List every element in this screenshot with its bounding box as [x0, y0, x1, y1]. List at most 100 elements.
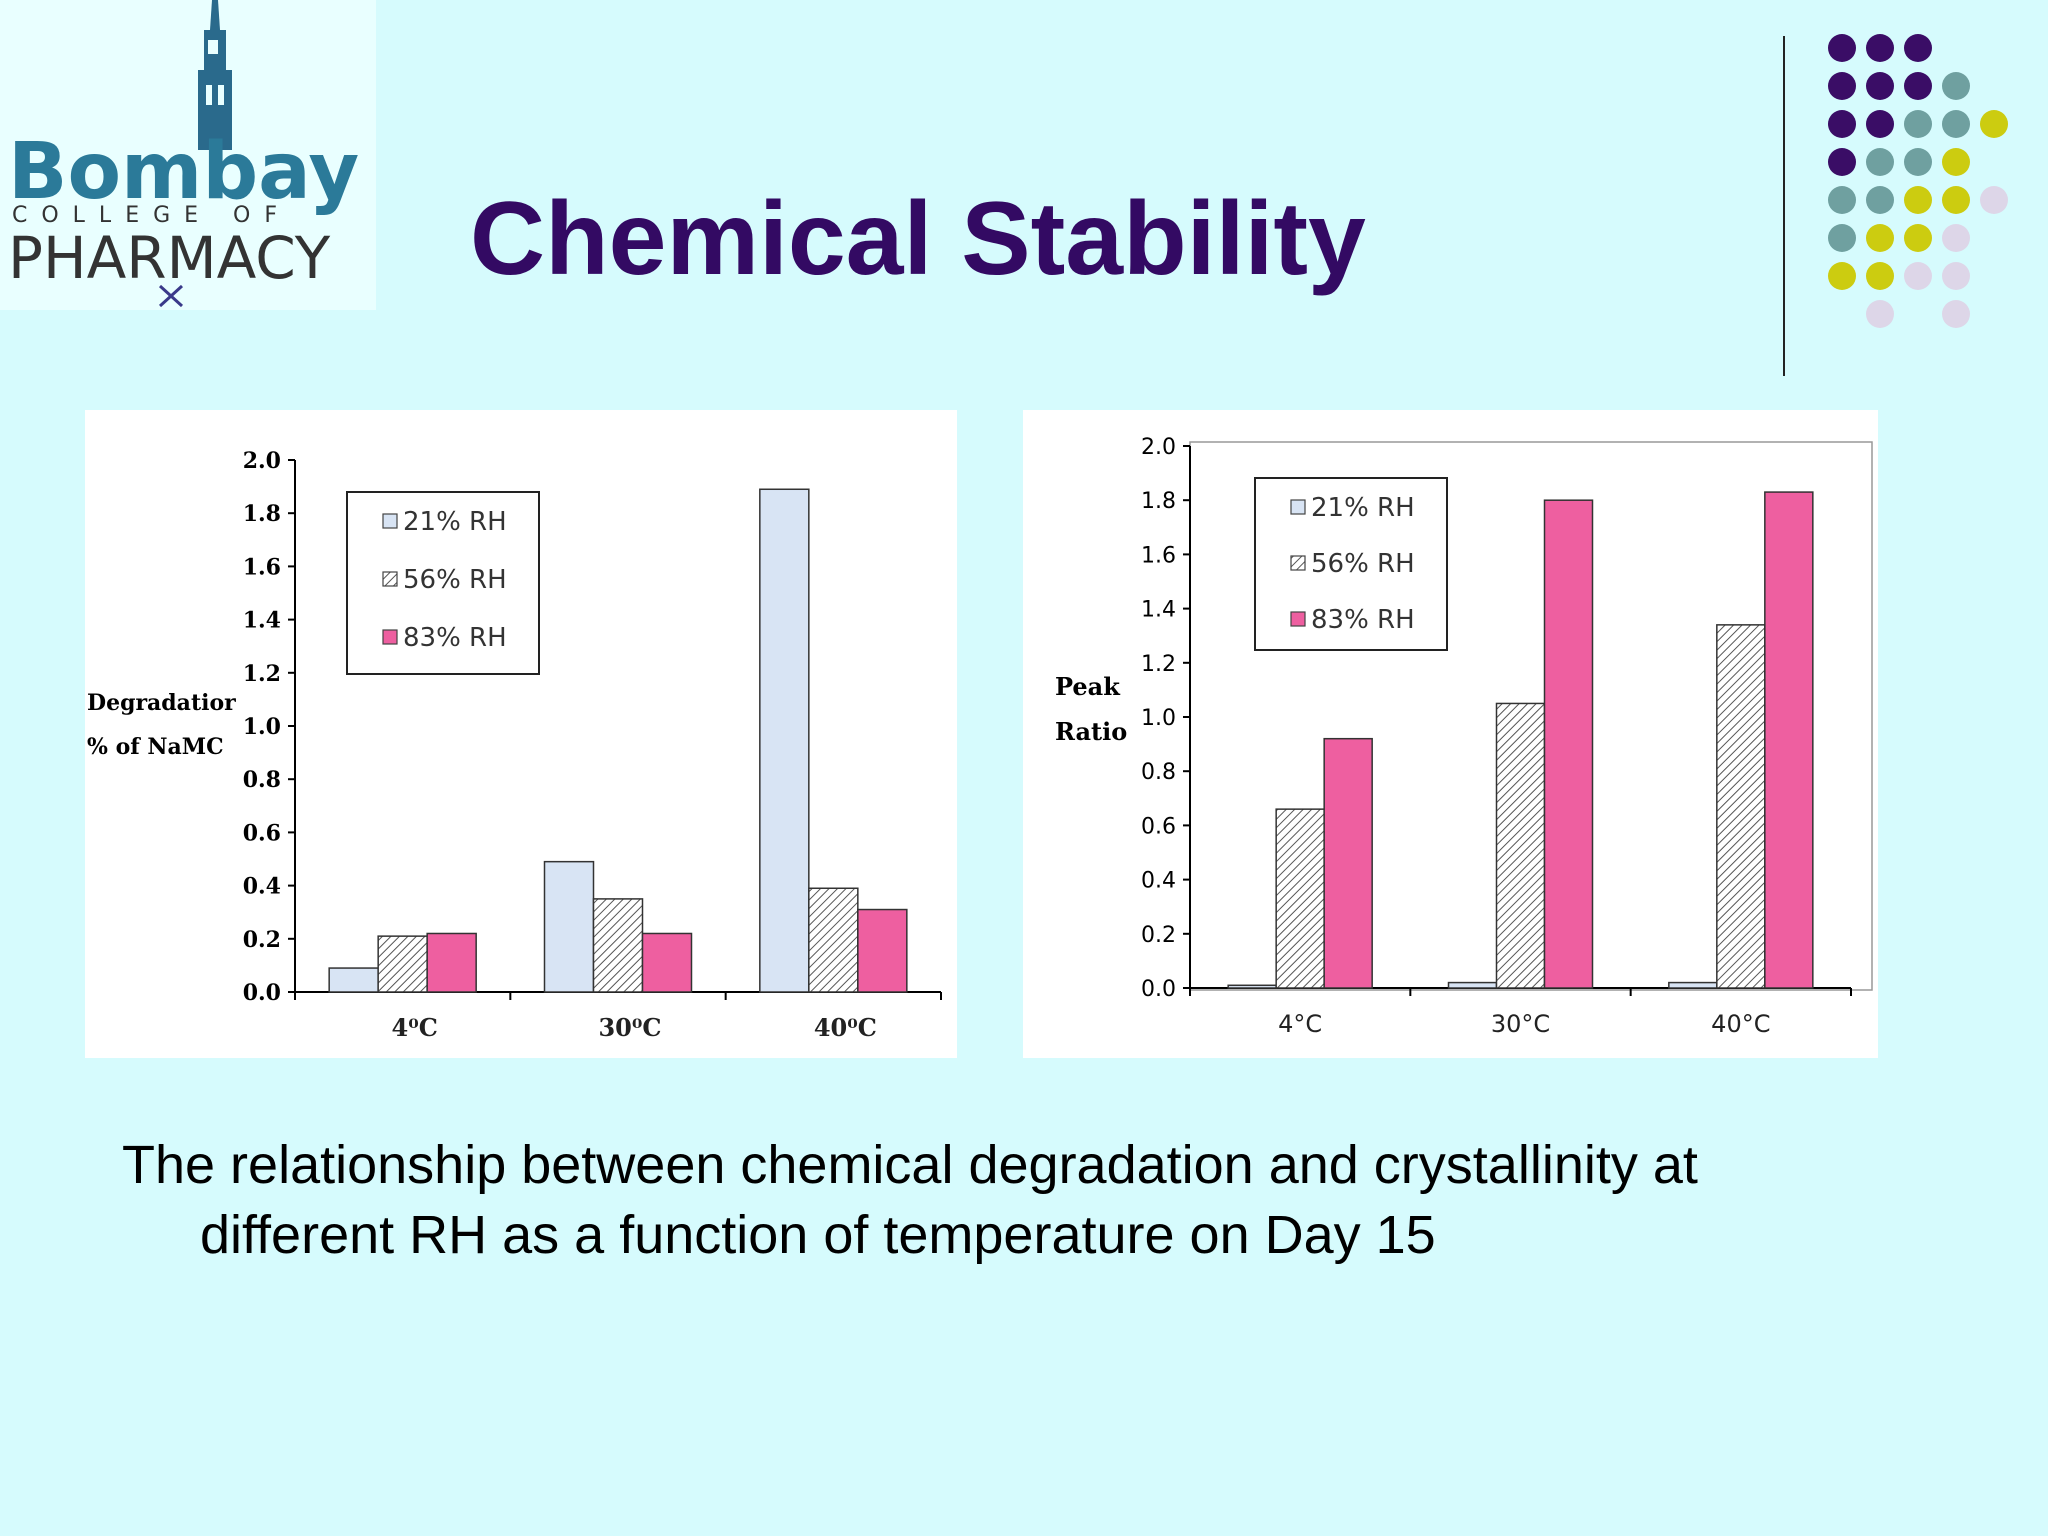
decorative-dot [1904, 34, 1932, 62]
caption-line-2: different RH as a function of temperatur… [200, 1205, 1436, 1265]
decorative-dot [1866, 186, 1894, 214]
decorative-dot [1904, 186, 1932, 214]
y-tick-label: 0.8 [243, 767, 281, 793]
y-tick-label: 0.4 [1141, 869, 1176, 894]
x-tick-label: 30°C [1491, 1010, 1550, 1038]
decorative-dot [1866, 72, 1894, 100]
legend-label: 56% RH [1311, 549, 1415, 579]
decorative-dot [1942, 224, 1970, 252]
legend-label: 83% RH [1311, 605, 1415, 635]
y-tick-label: 1.8 [243, 501, 281, 527]
y-tick-label: 1.6 [1141, 543, 1176, 568]
decorative-dot [1942, 300, 1970, 328]
decorative-dot [1866, 300, 1894, 328]
bar-rh21 [1227, 984, 1277, 989]
y-tick-label: 1.8 [1141, 489, 1176, 514]
y-tick-label: 1.0 [1141, 706, 1176, 731]
bar-rh21 [543, 860, 595, 993]
legend-swatch [382, 513, 398, 529]
peak-ratio-chart-panel: Peak Ratio 0.0 0.2 0.4 0.6 0.8 1.0 1.2 1.4 1.6 1.… [1023, 410, 1878, 1058]
bar-rh21 [1447, 981, 1498, 989]
degradation-chart: Degradatior % of NaMC 0.0 0.2 0.4 0.6 0.8 1.0… [87, 448, 942, 1042]
x-tick-label: 30⁰C [598, 1013, 661, 1042]
y-tick-label: 0.0 [1141, 977, 1176, 1002]
y-tick-label: 0.2 [243, 927, 281, 953]
y-tick-label: 0.4 [243, 874, 281, 900]
decorative-dot [1828, 186, 1856, 214]
bar-rh56 [1275, 808, 1325, 989]
y-tick-label: 1.0 [243, 714, 281, 740]
bar-rh21 [328, 967, 379, 993]
bar-rh83 [426, 932, 477, 993]
decorative-dot [1828, 72, 1856, 100]
y-axis-label-line1: Degradatior [87, 690, 236, 716]
bar-rh83 [857, 908, 908, 993]
decorative-dot [1980, 186, 2008, 214]
x-tick-label: 40⁰C [814, 1013, 877, 1042]
y-tick-label: 0.6 [243, 820, 281, 846]
decorative-dot [1828, 110, 1856, 138]
y-axis-label-line1: Peak [1055, 672, 1121, 701]
decorative-dot [1828, 224, 1856, 252]
legend-swatch [1290, 555, 1306, 571]
caption-line-1: The relationship between chemical degrad… [122, 1135, 1698, 1195]
decorative-dot [1866, 224, 1894, 252]
slide-caption: The relationship between chemical degrad… [122, 1130, 1924, 1270]
x-tick-label: 40°C [1711, 1010, 1770, 1038]
slide-title: Chemical Stability [470, 181, 1366, 297]
decorative-dot [1980, 110, 2008, 138]
title-divider [1783, 36, 1785, 376]
bar-rh21 [759, 488, 810, 993]
y-axis-label-line2: % of NaMC [87, 734, 224, 760]
decorative-dot [1828, 262, 1856, 290]
legend-box [1254, 477, 1448, 651]
peak-ratio-chart: Peak Ratio 0.0 0.2 0.4 0.6 0.8 1.0 1.2 1.4 1.6 1.… [1055, 435, 1873, 1038]
legend-label: 21% RH [403, 507, 507, 537]
legend-swatch [382, 571, 398, 587]
decorative-dot [1828, 148, 1856, 176]
decorative-dot [1904, 72, 1932, 100]
decorative-dot [1866, 110, 1894, 138]
college-logo-graphic: Bombay COLLEGE OF PHARMACY [8, 0, 359, 308]
decorative-dots [1828, 34, 2008, 328]
x-tick-label: 4⁰C [392, 1013, 438, 1042]
bar-rh56 [1495, 702, 1546, 989]
y-tick-label: 0.6 [1141, 814, 1176, 839]
decorative-dot [1904, 110, 1932, 138]
degradation-chart-panel: Degradatior % of NaMC 0.0 0.2 0.4 0.6 0.8 1.0… [85, 410, 957, 1058]
decorative-dot [1942, 148, 1970, 176]
decorative-dot [1866, 148, 1894, 176]
bar-rh83 [1323, 737, 1373, 989]
y-tick-label: 1.4 [1141, 598, 1176, 623]
bar-rh83 [1764, 491, 1814, 989]
y-axis-label-line2: Ratio [1055, 717, 1127, 746]
decorative-dot [1866, 34, 1894, 62]
bar-rh56 [808, 887, 859, 993]
college-logo: Bombay COLLEGE OF PHARMACY [0, 0, 376, 310]
bar-rh21 [1668, 981, 1718, 989]
bar-rh56 [1716, 624, 1766, 989]
bar-rh83 [1543, 499, 1594, 989]
y-tick-label: 1.2 [243, 661, 281, 687]
bar-rh56 [377, 935, 428, 993]
y-tick-label: 1.6 [243, 554, 281, 580]
legend-label: 21% RH [1311, 493, 1415, 523]
logo-word-bombay: Bombay [8, 127, 359, 217]
legend-swatch [1290, 499, 1306, 515]
decorative-dot [1942, 262, 1970, 290]
y-tick-label: 1.2 [1141, 652, 1176, 677]
decorative-dot [1942, 186, 1970, 214]
decorative-dot [1828, 34, 1856, 62]
decorative-dot [1904, 262, 1932, 290]
decorative-dot [1904, 148, 1932, 176]
legend-swatch [382, 629, 398, 645]
decorative-dot [1942, 72, 1970, 100]
logo-word-college: COLLEGE OF [12, 203, 291, 228]
y-tick-label: 1.4 [243, 608, 281, 634]
legend-label: 56% RH [403, 565, 507, 595]
y-tick-label: 0.0 [243, 980, 281, 1006]
y-tick-label: 0.8 [1141, 760, 1176, 785]
y-tick-label: 2.0 [243, 448, 281, 474]
decorative-dot [1904, 224, 1932, 252]
bar-rh56 [592, 898, 644, 993]
